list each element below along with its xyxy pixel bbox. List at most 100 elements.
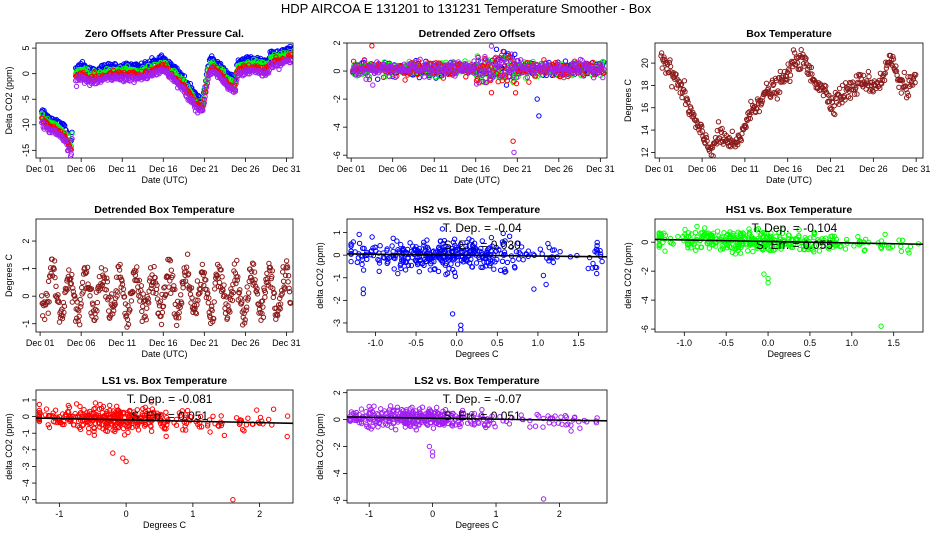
point-LS1: [43, 406, 50, 412]
point-HS2: [592, 248, 598, 255]
point-HS2: [504, 259, 511, 266]
point-LS1: [36, 407, 42, 414]
point-HS1: [825, 245, 831, 251]
point-HS1: [831, 233, 838, 240]
point-Box: [188, 285, 195, 291]
plot-frame: [35, 218, 294, 333]
y-axis-label: Degrees C: [4, 253, 14, 297]
fit-line: [36, 417, 293, 425]
point-Box: [860, 72, 867, 79]
point-Box: [673, 71, 679, 78]
point-HS1: [740, 230, 746, 236]
point-LS2: [450, 59, 456, 65]
x-tick-label: Dec 11: [108, 338, 136, 348]
point-LS1: [463, 74, 469, 80]
outlier-point: [360, 290, 366, 297]
point-HS1: [692, 229, 699, 236]
point-LS1: [218, 413, 224, 419]
point-Box: [68, 280, 75, 287]
point-HS1: [753, 242, 760, 249]
point-HS1: [656, 241, 662, 248]
point-LS2: [449, 62, 456, 68]
point-HS2: [503, 268, 509, 275]
point-LS1: [121, 409, 127, 416]
point-Box: [249, 260, 256, 266]
point-Box: [250, 261, 257, 267]
point-Box: [882, 70, 888, 76]
point-LS1: [91, 428, 97, 435]
point-HS2: [419, 260, 426, 266]
x-axis-label: Date (UTC): [141, 349, 187, 359]
point-HS2: [594, 239, 600, 246]
point-Box: [659, 65, 665, 71]
y-tick-label: -2: [332, 95, 342, 103]
point-LS2: [202, 94, 208, 100]
point-Box: [194, 278, 201, 284]
outlier-point: [120, 455, 126, 461]
y-tick-label: 0: [332, 253, 342, 258]
point-LS2: [475, 54, 481, 61]
y-tick-label: -15: [21, 144, 31, 157]
point-HS1: [366, 74, 373, 80]
point-Box: [798, 47, 804, 53]
point-Box: [738, 137, 744, 144]
point-HS2: [592, 264, 598, 270]
point-LS1: [110, 427, 116, 433]
point-HS1: [124, 63, 131, 69]
x-axis-label: Degrees C: [767, 349, 811, 359]
point-HS2: [479, 238, 485, 244]
point-Box: [111, 308, 117, 314]
point-LS2: [545, 62, 551, 68]
point-Box: [76, 313, 82, 319]
point-LS2: [384, 67, 390, 73]
point-HS2: [464, 256, 470, 262]
point-Box: [212, 286, 218, 292]
point-LS2: [493, 54, 499, 60]
point-Box: [221, 282, 227, 288]
x-axis-label: Degrees C: [143, 520, 187, 530]
point-Box: [832, 111, 838, 118]
point-HS1: [669, 240, 675, 246]
y-tick-label: 14: [640, 125, 650, 135]
point-HS1: [709, 232, 715, 238]
point-LS2: [527, 417, 533, 424]
point-Box: [281, 284, 287, 290]
point-Box: [124, 324, 130, 330]
point-LS2: [507, 73, 513, 80]
plot-frame: [654, 42, 924, 159]
point-HS1: [729, 249, 735, 256]
x-tick-label: Dec 31: [272, 338, 301, 348]
point-Box: [39, 293, 45, 299]
point-Box: [166, 256, 173, 263]
x-tick-label: 1: [190, 509, 195, 519]
point-Box: [211, 299, 217, 305]
point-HS1: [882, 231, 888, 238]
point-LS2: [599, 66, 605, 72]
point-Box: [179, 300, 185, 307]
point-HS2: [375, 76, 381, 82]
point-Box: [66, 267, 72, 273]
point-HS2: [493, 248, 499, 254]
point-HS1: [260, 60, 267, 66]
point-LS2: [410, 70, 417, 77]
point-Box: [246, 290, 252, 296]
point-Box: [870, 89, 876, 95]
point-Box: [111, 303, 117, 309]
point-Box: [262, 289, 269, 296]
point-LS1: [221, 432, 228, 439]
x-tick-label: -1.0: [368, 338, 384, 348]
point-Box: [77, 322, 83, 328]
point-LS1: [91, 425, 98, 431]
point-LS1: [500, 48, 506, 55]
point-Box: [127, 307, 133, 313]
point-HS2: [463, 243, 469, 250]
point-LS1: [108, 418, 114, 424]
point-HS2: [450, 266, 456, 273]
point-HS1: [786, 232, 792, 238]
point-Box: [262, 294, 268, 300]
point-Box: [143, 317, 149, 323]
point-Box: [258, 317, 264, 323]
x-axis-label: Date (UTC): [141, 175, 187, 185]
point-HS1: [710, 241, 717, 247]
point-Box: [242, 320, 248, 326]
